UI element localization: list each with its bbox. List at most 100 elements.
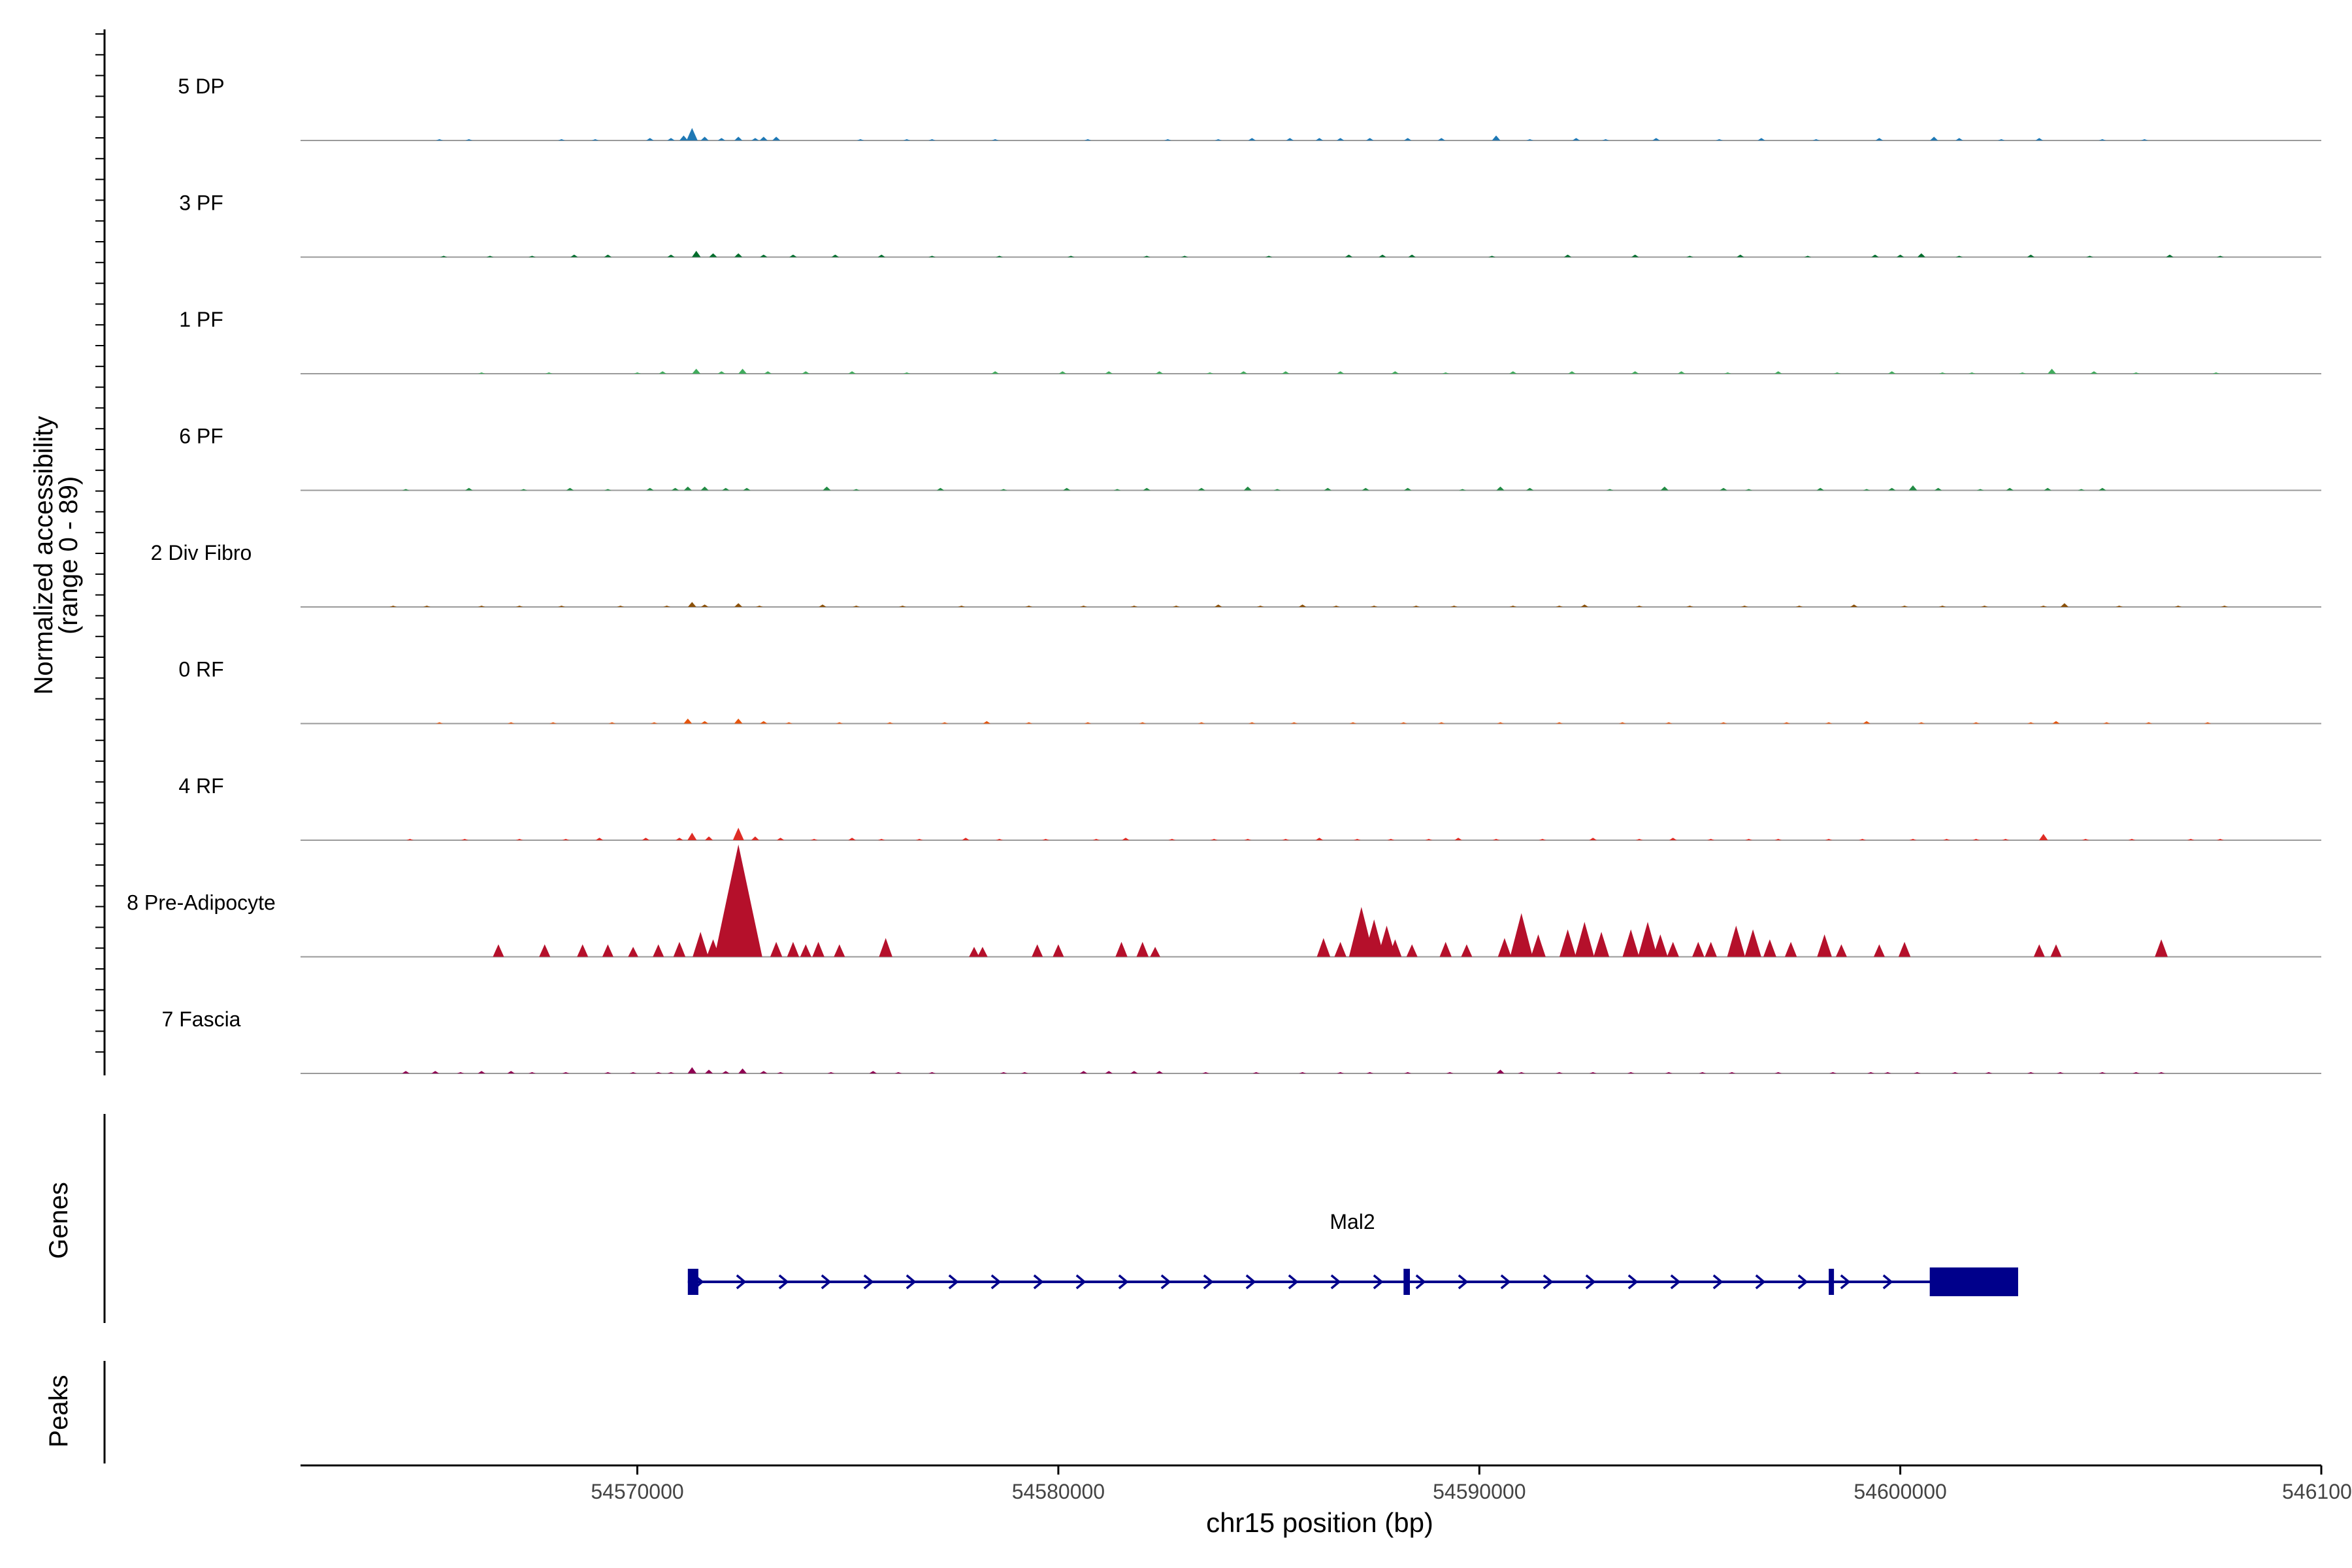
coverage-peak bbox=[465, 139, 473, 140]
coverage-peak bbox=[1210, 839, 1218, 840]
coverage-peak bbox=[478, 1071, 485, 1073]
coverage-peak bbox=[785, 722, 792, 724]
track: 1 PF bbox=[179, 308, 2321, 374]
coverage-peak bbox=[1997, 139, 2005, 140]
coverage-peak bbox=[683, 486, 692, 491]
coverage-peak bbox=[853, 489, 860, 491]
coverage-peak bbox=[545, 372, 553, 374]
coverage-peak bbox=[1888, 487, 1896, 491]
coverage-peak bbox=[1025, 722, 1033, 724]
x-tick-label: 54580000 bbox=[1012, 1480, 1105, 1503]
coverage-peak bbox=[1496, 1070, 1505, 1073]
coverage-peak bbox=[1084, 722, 1092, 724]
coverage-peak bbox=[1589, 838, 1597, 840]
coverage-peak bbox=[1918, 722, 1925, 724]
coverage-peak bbox=[1496, 486, 1505, 491]
coverage-peak bbox=[1981, 606, 1988, 607]
coverage-peak bbox=[1377, 925, 1396, 957]
coverage-peak bbox=[549, 722, 557, 724]
coverage-peak bbox=[717, 371, 726, 374]
coverage-peak bbox=[2132, 1072, 2140, 1073]
gene-exon bbox=[1929, 1267, 2018, 1296]
coverage-peak bbox=[2027, 722, 2034, 724]
coverage-peak bbox=[1774, 1072, 1782, 1073]
coverage-peak bbox=[1699, 1072, 1707, 1073]
coverage-peak bbox=[802, 371, 809, 374]
coverage-peak bbox=[1459, 489, 1466, 491]
coverage-peak bbox=[709, 253, 717, 257]
coverage-peak bbox=[1349, 722, 1357, 724]
coverage-peak bbox=[1408, 254, 1416, 257]
coverage-peak bbox=[958, 606, 965, 607]
coverage-peak bbox=[1728, 1072, 1736, 1073]
coverage-peak bbox=[1150, 947, 1160, 957]
coverage-peak bbox=[1727, 925, 1746, 957]
coverage-peak bbox=[2052, 721, 2060, 724]
coverage-peak bbox=[1063, 487, 1071, 491]
coverage-peak bbox=[1665, 1072, 1673, 1073]
coverage-peak bbox=[1589, 1072, 1597, 1073]
coverage-peak bbox=[436, 722, 443, 724]
coverage-peak bbox=[734, 718, 743, 724]
coverage-peak bbox=[2035, 138, 2043, 140]
coverage-peak bbox=[2040, 606, 2048, 607]
coverage-peak bbox=[2099, 487, 2106, 491]
track: 6 PF bbox=[179, 425, 2321, 491]
coverage-peak bbox=[1510, 913, 1533, 957]
coverage-peak bbox=[2078, 489, 2085, 491]
coverage-peak bbox=[776, 838, 785, 840]
coverage-peak bbox=[1667, 941, 1679, 957]
coverage-peak bbox=[1067, 255, 1075, 257]
coverage-peak bbox=[1812, 139, 1820, 140]
coverage-peak bbox=[2157, 1072, 2165, 1073]
coverage-peak bbox=[928, 139, 936, 140]
coverage-peak bbox=[1720, 722, 1727, 724]
coverage-peak bbox=[1122, 838, 1130, 840]
coverage-peak bbox=[1139, 722, 1147, 724]
coverage-peak bbox=[1835, 944, 1847, 957]
coverage-peak bbox=[1437, 138, 1445, 140]
coverage-peak bbox=[1509, 371, 1517, 374]
coverage-peak bbox=[628, 947, 638, 957]
coverage-peak bbox=[1143, 255, 1151, 257]
strand-arrow bbox=[1627, 1274, 1639, 1290]
track: 2 Div Fibro bbox=[151, 541, 2321, 608]
coverage-peak bbox=[1130, 606, 1138, 607]
coverage-peak bbox=[1930, 137, 1938, 140]
coverage-peak bbox=[1366, 138, 1374, 140]
strand-arrow bbox=[1840, 1274, 1851, 1290]
coverage-peak bbox=[1058, 371, 1066, 374]
coverage-peak bbox=[423, 606, 431, 607]
coverage-peak bbox=[1917, 253, 1925, 257]
coverage-peak bbox=[734, 603, 743, 607]
coverage-peak bbox=[1635, 606, 1643, 607]
coverage-peak bbox=[749, 944, 761, 957]
coverage-peak bbox=[1025, 606, 1033, 607]
coverage-peak bbox=[1631, 371, 1639, 374]
coverage-peak bbox=[969, 947, 979, 957]
strand-arrow bbox=[736, 1274, 747, 1290]
coverage-peak bbox=[1334, 941, 1347, 957]
coverage-peak bbox=[1952, 1072, 1959, 1073]
coverage-peak bbox=[591, 139, 599, 140]
coverage-peak bbox=[1021, 1072, 1028, 1073]
coverage-peak bbox=[1215, 604, 1222, 607]
coverage-peak bbox=[562, 1072, 570, 1073]
coverage-peak bbox=[1446, 1072, 1454, 1073]
coverage-peak bbox=[823, 486, 831, 491]
coverage-peak bbox=[1164, 139, 1171, 140]
coverage-peak bbox=[1572, 138, 1580, 140]
coverage-peak bbox=[1763, 939, 1776, 957]
coverage-peak bbox=[2128, 839, 2136, 840]
coverage-peak bbox=[1370, 606, 1378, 607]
coverage-peak bbox=[1404, 1072, 1412, 1073]
coverage-peak bbox=[2006, 487, 2014, 491]
coverage-peak bbox=[787, 941, 800, 957]
coverage-peak bbox=[1336, 371, 1345, 374]
coverage-peak bbox=[1692, 941, 1705, 957]
track: 8 Pre-Adipocyte bbox=[127, 844, 2321, 958]
coverage-peak bbox=[667, 138, 675, 140]
coverage-peak bbox=[1084, 139, 1092, 140]
coverage-peak bbox=[759, 137, 768, 140]
